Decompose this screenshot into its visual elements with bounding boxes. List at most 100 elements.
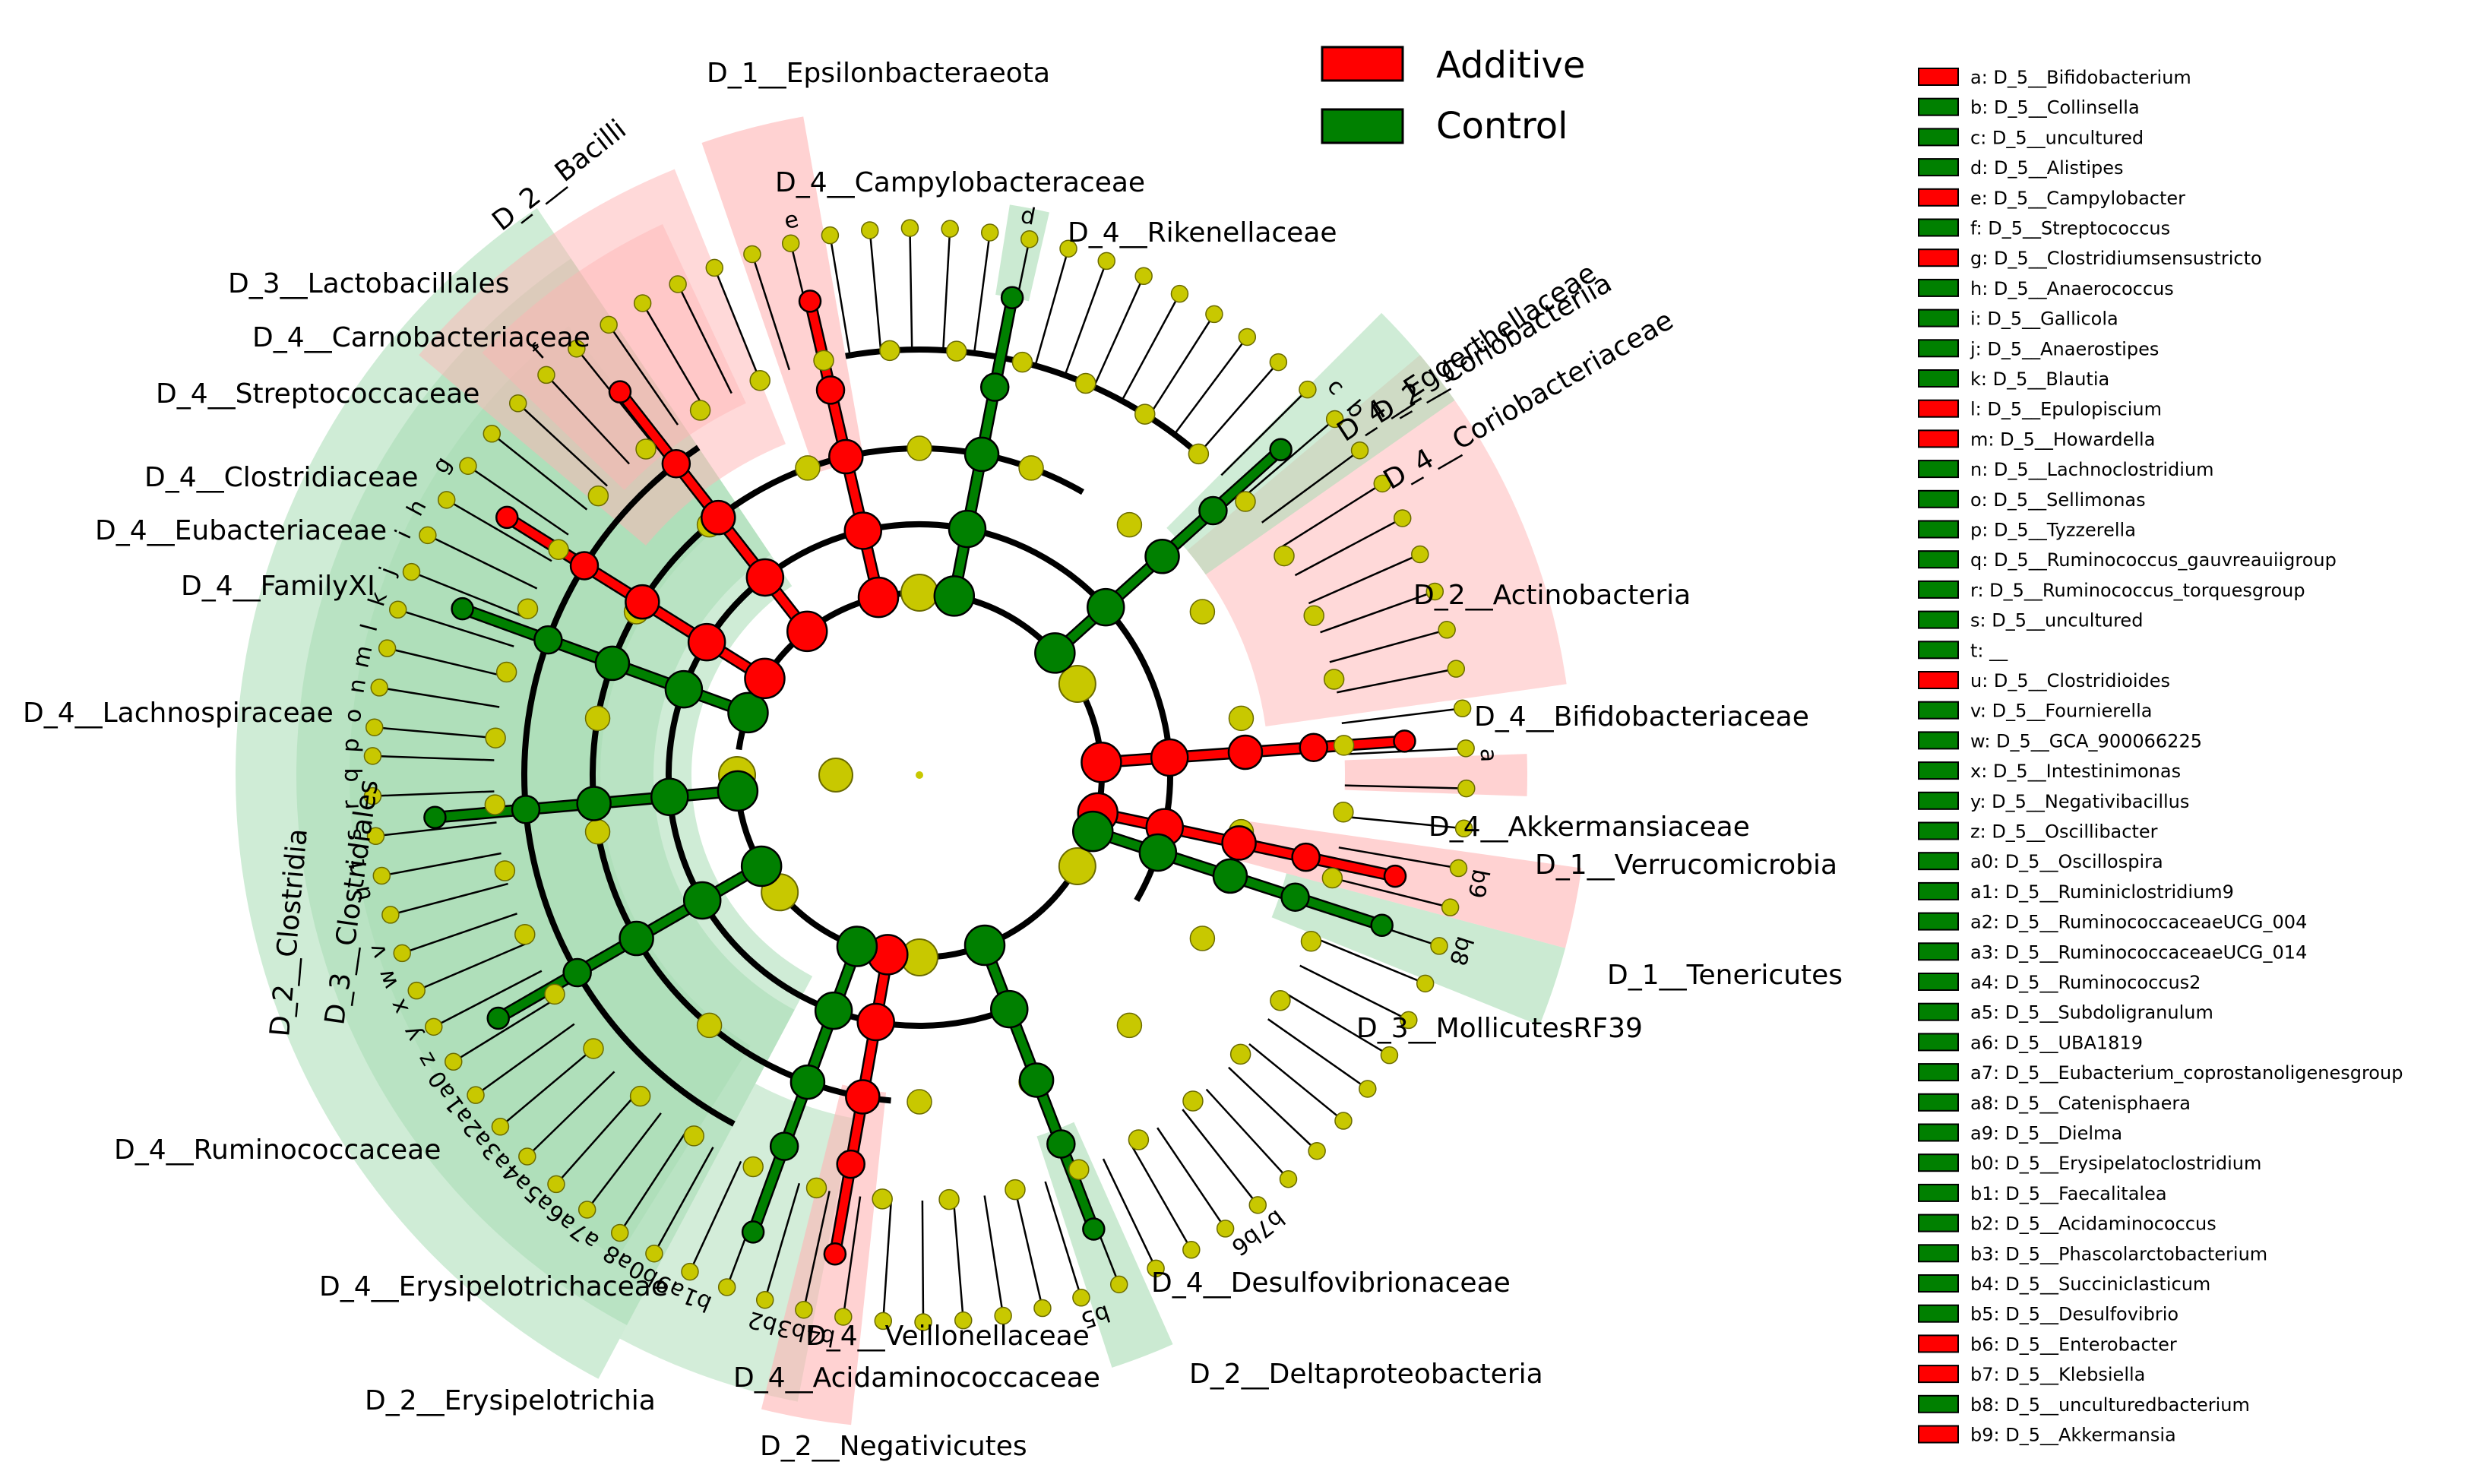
leaf-node: [1416, 974, 1435, 993]
leaf-node: [1109, 1275, 1128, 1294]
key-swatch-b0: [1918, 1153, 1959, 1172]
family-node: [1323, 669, 1345, 690]
leaf-node: [1097, 252, 1116, 271]
leaf-branch: [641, 302, 705, 409]
shade-families: [350, 325, 751, 1259]
clade-label-5: D_4__Carnobacteriaceae: [252, 322, 590, 353]
key-entry-a5: a5: D_5__Subdoligranulum: [1970, 1002, 2213, 1024]
leaf-branch: [842, 1196, 862, 1318]
lineage-lachnospiraceae-node: [511, 795, 541, 824]
clade-label-19: D_4__Desulfovibrionaceae: [1151, 1267, 1511, 1299]
leaf-branch: [475, 1023, 575, 1096]
legend-swatch-control: [1321, 108, 1404, 144]
key-swatch-q: [1918, 550, 1959, 569]
leaf-branch: [453, 997, 558, 1063]
leaf-node: [1216, 1220, 1235, 1238]
key-entry-b8: b8: D_5__unculturedbacterium: [1970, 1394, 2250, 1416]
key-entry-t: t: __: [1970, 640, 2008, 661]
key-entry-b7: b7: D_5__Klebsiella: [1970, 1364, 2145, 1385]
key-entry-j: j: D_5__Anaerostipes: [1970, 338, 2159, 359]
clade-label-14: D_4__Erysipelotrichaceae: [319, 1271, 668, 1302]
leaf-node: [1279, 1169, 1298, 1188]
lineage-tenericutes-node: [1138, 833, 1178, 872]
key-swatch-e: [1918, 188, 1959, 207]
key-swatch-y: [1918, 791, 1959, 810]
clade-shading-layer: [236, 116, 1582, 1425]
lineage-negativicutes-node: [836, 1149, 865, 1179]
family-node: [544, 983, 565, 1005]
key-swatch-b6: [1918, 1334, 1959, 1353]
leaf-branch: [751, 254, 791, 371]
leaf-branch: [517, 402, 608, 487]
leaf-node: [363, 747, 382, 765]
phylum-node: [1058, 665, 1096, 703]
family-node: [879, 340, 900, 362]
key-swatch-a6: [1918, 1033, 1959, 1052]
leaf-node: [508, 394, 527, 413]
leaf-branch: [1044, 1181, 1083, 1299]
family-node: [587, 485, 609, 507]
leaf-branch: [446, 498, 552, 562]
key-entry-b5: b5: D_5__Desulfovibrio: [1970, 1304, 2178, 1325]
leaf-node: [717, 1278, 736, 1296]
lineage-erysipelotrichia-node: [769, 1131, 799, 1161]
leaf-code-lachB: t: [343, 857, 371, 870]
lineage-ruminococcaceae-node: [619, 920, 654, 957]
leaf-node: [491, 1118, 510, 1136]
clade-label-10: D_4__Lachnospiraceae: [23, 698, 334, 729]
lineage-familyxi-node: [594, 645, 631, 682]
key-entry-e: e: D_5__Campylobacter: [1970, 188, 2185, 209]
leaf-branch: [379, 686, 500, 708]
key-entry-b6: b6: D_5__Enterobacter: [1970, 1334, 2177, 1355]
lineage-lachnospiraceae-node: [576, 786, 612, 821]
group-legend: Additive Control: [1321, 44, 1585, 147]
leaf-branch: [1341, 707, 1463, 724]
clade-label-21: D_3__MollicutesRF39: [1356, 1013, 1643, 1044]
lineage-deltaproteobacteria-node: [963, 924, 1006, 967]
order-node: [1189, 926, 1216, 951]
leaf-node: [645, 1244, 663, 1263]
leaf-branch: [1337, 667, 1457, 694]
clade-label-24: D_1__Verrucomicrobia: [1535, 850, 1837, 881]
key-entry-a7: a7: D_5__Eubacterium_coprostanoligenesgr…: [1970, 1062, 2403, 1084]
leaf-branch: [983, 1195, 1005, 1316]
leaf-node: [1430, 937, 1448, 955]
leaf-node: [941, 220, 959, 238]
lineage-actinobacteria-node: [1150, 738, 1189, 777]
leaf-node: [1020, 229, 1039, 248]
leaf-branch: [921, 1200, 925, 1322]
key-entry-p: p: D_5__Tyzzerella: [1970, 520, 2136, 541]
key-entry-f: f: D_5__Streptococcus: [1970, 218, 2170, 239]
leaf-branch: [1344, 784, 1467, 789]
leaf-branch: [372, 790, 495, 797]
leaf-node: [1033, 1299, 1052, 1318]
leaf-branch: [433, 970, 543, 1028]
key-entry-b: b: D_5__Collinsella: [1970, 97, 2140, 119]
lineage-ruminococcaceae-node: [562, 957, 592, 988]
order-node: [1116, 1012, 1143, 1039]
key-entry-g: g: D_5__Clostridiumsensustricto: [1970, 248, 2262, 269]
clade-label-26: D_2__Actinobacteria: [1413, 580, 1691, 611]
leaf-node: [393, 944, 411, 963]
leaf-node: [407, 981, 426, 1000]
leaf-node: [1147, 1259, 1165, 1278]
clade-label-4: D_3__Lactobacillales: [228, 268, 509, 299]
leaf-node: [445, 1052, 463, 1071]
family-node: [1011, 351, 1033, 373]
family-node: [1333, 802, 1354, 823]
family-node: [1321, 867, 1343, 889]
leaf-branch: [546, 374, 630, 465]
key-swatch-r: [1918, 580, 1959, 599]
lineage-familyxi-node: [664, 669, 704, 709]
key-entry-a1: a1: D_5__Ruminiclostridium9: [1970, 881, 2234, 903]
key-entry-a: a: D_5__Bifidobacterium: [1970, 67, 2191, 88]
taxon-key-list: a: D_5__Bifidobacterium b: D_5__Collinsel…: [1918, 67, 2403, 1446]
leaf-node: [1454, 819, 1473, 838]
leaf-branch: [1064, 260, 1108, 376]
family-node: [689, 400, 711, 421]
key-entry-u: u: D_5__Clostridioides: [1970, 670, 2170, 691]
leaf-branch: [499, 1048, 594, 1128]
leaf-branch: [1242, 418, 1336, 499]
leaf-node: [1248, 1196, 1267, 1214]
clade-label-23: D_4__Akkermansiaceae: [1429, 812, 1750, 843]
